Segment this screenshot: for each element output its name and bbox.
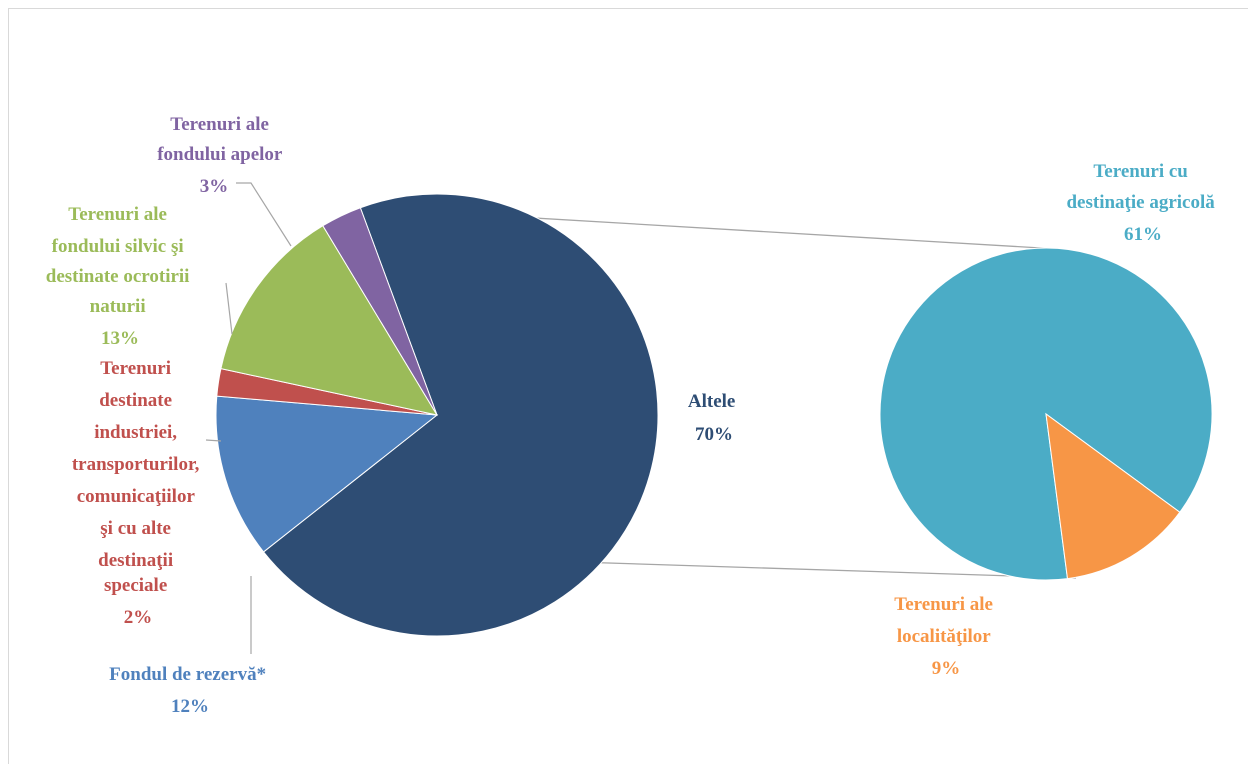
secondary-pie <box>879 247 1213 581</box>
label-agricola-pct: 61% <box>1124 224 1162 245</box>
label-apelor: Terenuri ale fondului apelor 3% <box>157 114 287 197</box>
label-silvic-pct: 13% <box>101 328 139 349</box>
label-rezerva-pct: 12% <box>171 696 209 717</box>
main-pie-slice-terenuri-ale-fondului-apelor <box>322 207 438 416</box>
label-agricola: Terenuri cu destinaţie agricolă 61% <box>1066 161 1219 245</box>
label-apelor-pct: 3% <box>200 176 229 197</box>
label-industrie-line-1: Terenuri <box>100 358 171 379</box>
leader-line-industrie <box>205 439 222 442</box>
label-altele: Altele 70% <box>688 391 740 445</box>
label-agricola-line-2: destinaţie agricolă <box>1066 192 1215 213</box>
label-altele-name: Altele <box>688 391 735 412</box>
main-pie <box>215 193 659 637</box>
label-apelor-line-1: Terenuri ale <box>170 114 269 135</box>
label-industrie-line-4: transporturilor, <box>72 454 200 475</box>
label-silvic-line-2: fondului silvic şi <box>52 236 184 257</box>
chart-frame <box>8 8 1248 764</box>
label-altele-pct: 70% <box>695 424 733 445</box>
label-silvic-line-3: destinate ocrotirii <box>46 266 190 287</box>
main-pie-slice-fondul-de-rezerv <box>215 395 439 553</box>
main-pie-slice-altele <box>262 193 659 637</box>
label-silvic: Terenuri ale fondului silvic şi destinat… <box>46 204 194 349</box>
label-apelor-line-2: fondului apelor <box>157 144 283 165</box>
label-localitati-pct: 9% <box>932 658 961 679</box>
label-localitati-line-2: localităţilor <box>897 626 991 647</box>
main-pie-slice-terenuri-ale-fondului-silvic-i-destinate-ocrotirii-naturii <box>220 225 439 416</box>
leader-lines <box>205 182 292 654</box>
label-localitati: Terenuri ale localităţilor 9% <box>894 594 997 679</box>
label-industrie-line-8: speciale <box>104 575 167 596</box>
label-industrie-pct: 2% <box>124 607 153 628</box>
label-silvic-line-1: Terenuri ale <box>68 204 167 225</box>
label-silvic-line-4: naturii <box>90 296 146 317</box>
label-industrie: Terenuri destinate industriei, transport… <box>72 358 204 628</box>
label-industrie-line-3: industriei, <box>94 422 177 443</box>
label-rezerva-name: Fondul de rezervă* <box>109 664 266 685</box>
label-agricola-line-1: Terenuri cu <box>1093 161 1188 182</box>
label-industrie-line-6: şi cu alte <box>100 518 171 539</box>
label-fondul-rezerva: Fondul de rezervă* 12% <box>109 664 271 717</box>
secondary-pie-slice-terenuri-ale-localit-ilor <box>1045 412 1181 580</box>
leader-line-apelor <box>236 182 292 247</box>
label-industrie-line-5: comunicaţiilor <box>77 486 196 507</box>
label-industrie-line-2: destinate <box>99 390 172 411</box>
label-industrie-line-7: destinaţii <box>98 550 173 571</box>
label-localitati-line-1: Terenuri ale <box>894 594 993 615</box>
leader-line-silvic <box>225 282 233 335</box>
